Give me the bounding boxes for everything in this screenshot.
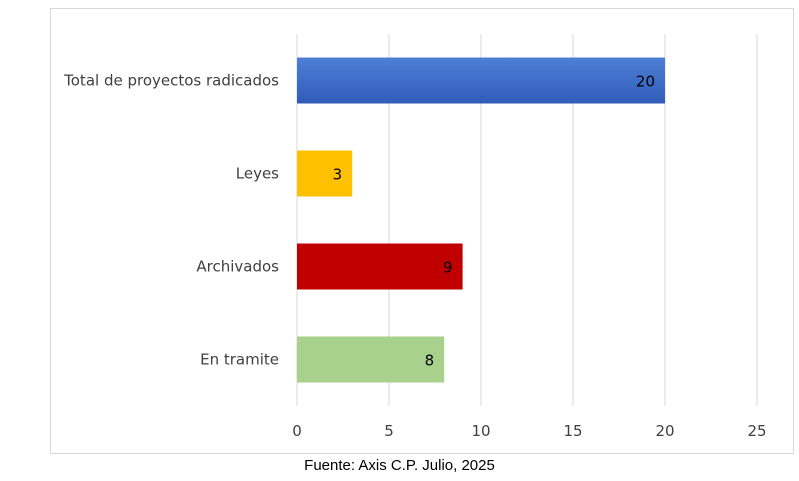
data-labels: 20 3 9 8 — [333, 73, 655, 370]
data-label: 20 — [636, 73, 655, 91]
bar-chart: Total de proyectos radicados Leyes Archiva… — [63, 34, 767, 440]
x-tick-label: 5 — [384, 422, 394, 440]
bar — [297, 336, 445, 383]
x-axis-tick-labels: 0 5 10 15 20 25 — [292, 422, 766, 440]
category-label: En tramite — [200, 351, 279, 369]
bar — [297, 243, 463, 290]
x-tick-label: 0 — [292, 422, 302, 440]
category-label: Total de proyectos radicados — [63, 72, 279, 90]
data-label: 9 — [443, 259, 453, 277]
category-label: Archivados — [196, 258, 279, 276]
x-tick-label: 15 — [563, 422, 582, 440]
source-note: Fuente: Axis C.P. Julio, 2025 — [304, 457, 495, 474]
bar — [297, 150, 353, 197]
category-label: Leyes — [236, 165, 279, 183]
x-tick-label: 20 — [655, 422, 674, 440]
bars — [297, 57, 665, 383]
chart-frame — [50, 8, 794, 454]
bar — [297, 57, 665, 104]
x-tick-label: 25 — [747, 422, 766, 440]
x-tick-label: 10 — [471, 422, 490, 440]
data-label: 3 — [333, 166, 343, 184]
category-labels: Total de proyectos radicados Leyes Archiva… — [63, 72, 279, 369]
data-label: 8 — [425, 352, 435, 370]
